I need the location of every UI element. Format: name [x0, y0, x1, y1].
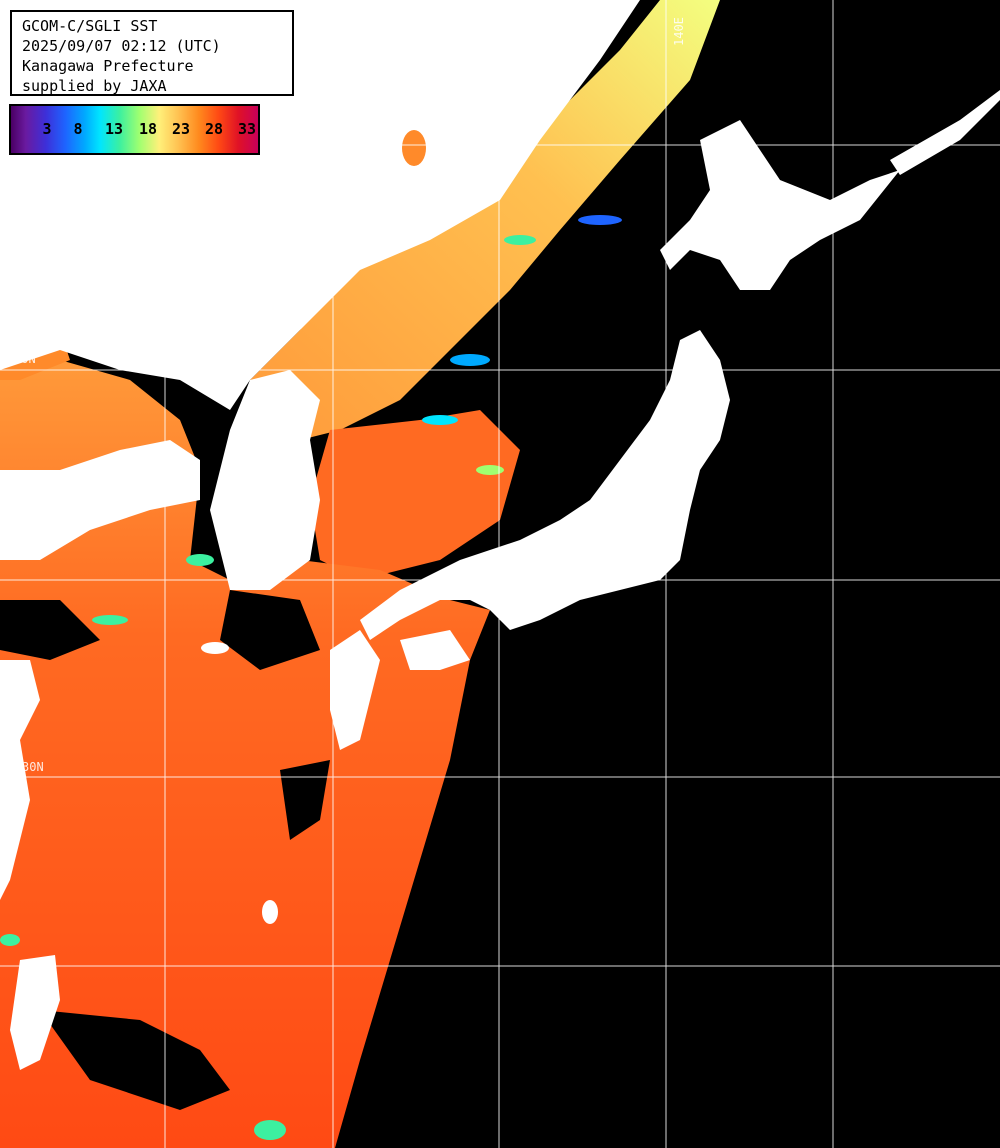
longitude-label-140e: 140E — [672, 17, 686, 46]
land-china-north — [0, 440, 200, 560]
colorbar-tick-labels: 3 8 13 18 23 28 33 — [11, 120, 258, 140]
cloud-mask-4 — [0, 600, 100, 660]
info-box: GCOM-C/SGLI SST 2025/09/07 02:12 (UTC) K… — [10, 10, 294, 96]
sea-of-japan-sst — [250, 0, 720, 440]
product-title: GCOM-C/SGLI SST — [22, 17, 158, 35]
colorbar-tick: 28 — [204, 120, 224, 138]
land-island-2 — [262, 900, 278, 924]
colorbar-tick: 13 — [104, 120, 124, 138]
colorbar-tick: 33 — [237, 120, 257, 138]
region-name: Kanagawa Prefecture — [22, 57, 194, 75]
colorbar-tick: 23 — [171, 120, 191, 138]
cool-patches — [0, 215, 622, 1140]
latitude-label-40n: 40N — [14, 352, 36, 366]
land-island-1 — [402, 130, 426, 166]
land-china-liaodong — [0, 0, 640, 410]
sea-of-japan-south-sst — [310, 410, 520, 580]
land-hokkaido — [660, 120, 900, 290]
land-kyushu — [330, 630, 380, 750]
land-taiwan — [10, 955, 60, 1070]
cloud-mask-2 — [280, 760, 330, 840]
land-honshu — [360, 330, 730, 640]
land-shikoku — [400, 630, 470, 670]
observation-datetime: 2025/09/07 02:12 (UTC) — [22, 37, 221, 55]
colorbar-tick: 18 — [138, 120, 158, 138]
sst-colorbar: 3 8 13 18 23 28 33 — [9, 104, 260, 155]
east-china-sea-sst — [0, 360, 490, 1148]
cloud-mask-1 — [220, 590, 320, 670]
data-credit: supplied by JAXA — [22, 77, 167, 95]
land-kuril — [890, 90, 1000, 175]
land-korea — [210, 370, 320, 590]
latitude-label-30n: 30N — [22, 760, 44, 774]
cloud-mask-3 — [40, 1010, 230, 1110]
land-china-east — [0, 660, 40, 900]
colorbar-tick: 3 — [42, 120, 52, 138]
colorbar-tick: 8 — [73, 120, 83, 138]
land-jeju — [201, 642, 229, 654]
